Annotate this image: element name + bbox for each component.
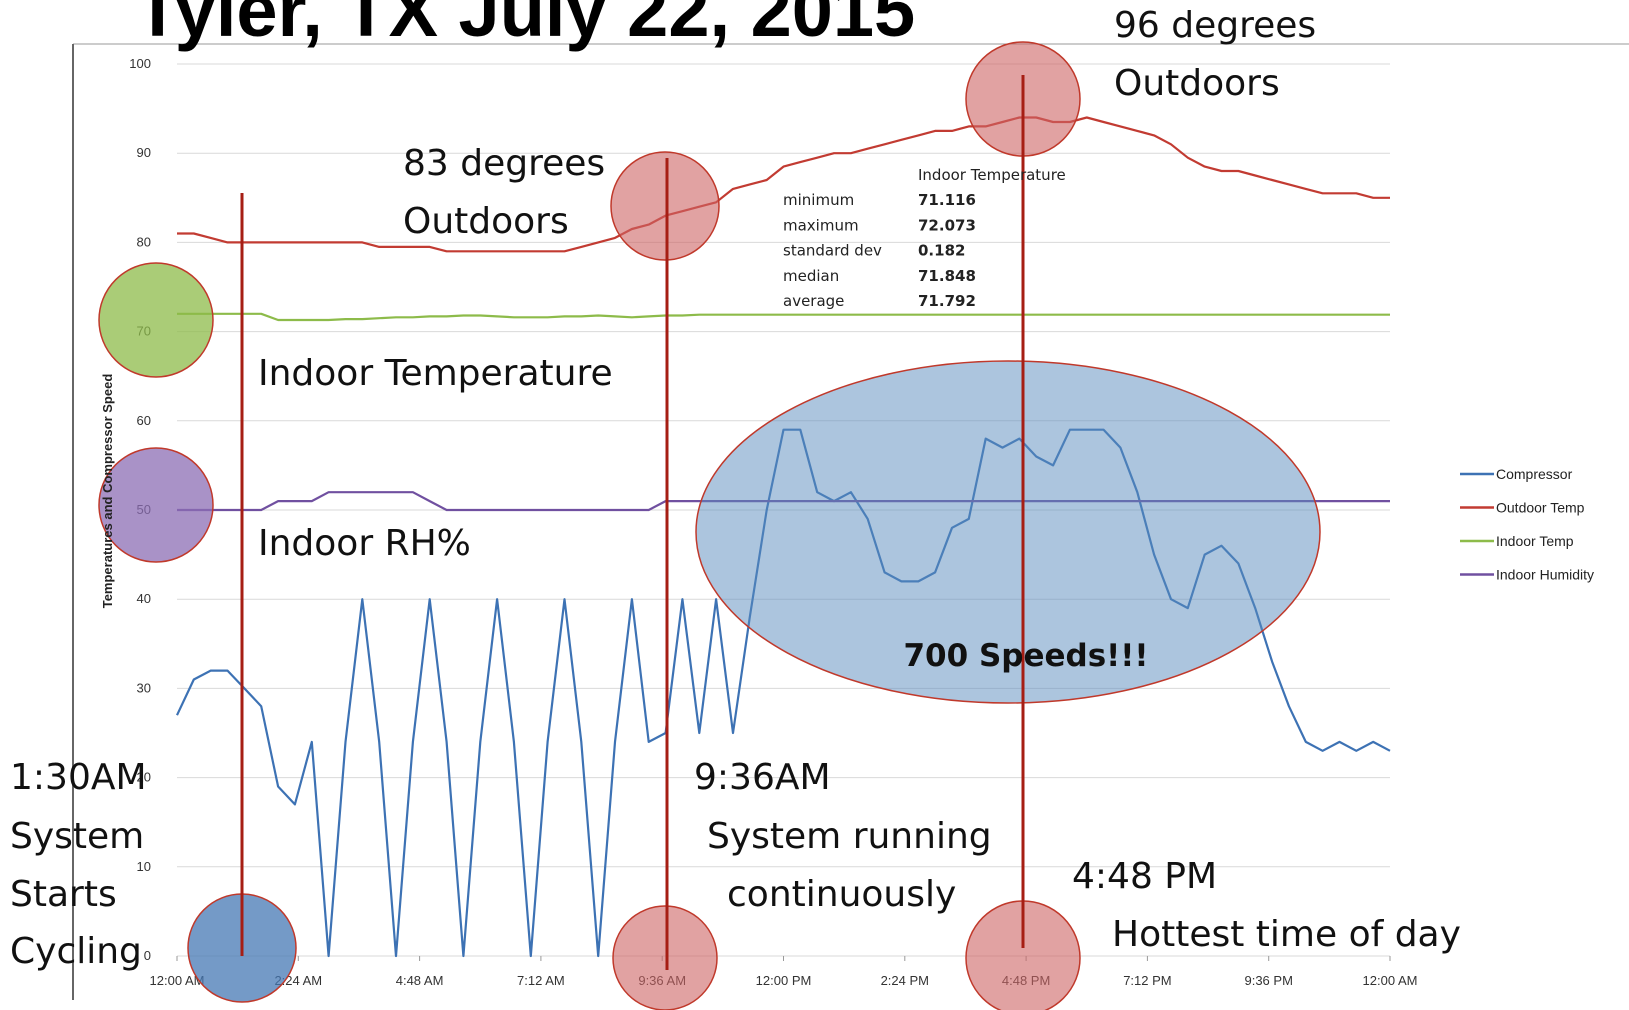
legend: Compressor Outdoor Temp Indoor Temp Indoor … [1460,466,1594,583]
x-tick-label: 7:12 PM [1123,973,1171,988]
annotation: Cycling [10,931,142,972]
legend-label: Compressor [1496,466,1573,482]
stats-table: Indoor Temperature minimum 71.116 maximum 72… [783,166,1066,310]
y-tick-label: 100 [129,56,151,71]
y-tick-label: 0 [144,948,151,963]
highlight [695,360,1321,704]
x-tick-label: 4:48 AM [396,973,444,988]
stats-label: minimum [783,191,854,209]
stats-value: 71.792 [918,292,976,310]
highlight [98,262,214,378]
stats-value: 72.073 [918,216,976,234]
stats-label: standard dev [783,242,882,260]
series-line [177,312,1390,322]
annotation: Outdoors [1114,63,1280,104]
annotation: Outdoors [403,201,569,242]
stats-value: 71.116 [918,191,976,209]
legend-label: Indoor Humidity [1496,567,1594,583]
plot-background [72,43,1629,1000]
x-tick-label: 12:00 PM [756,973,812,988]
legend-label: Indoor Temp [1496,533,1574,549]
x-tick-label: 12:00 AM [1363,973,1418,988]
stats-value: 71.848 [918,267,976,285]
highlight [98,447,214,563]
annotation: continuously [727,874,956,915]
annotation: 83 degrees [403,143,605,184]
legend-label: Outdoor Temp [1496,500,1585,516]
annotation: 1:30AM [10,757,147,798]
y-axis-label: Temperatures and Compressor Speed [100,374,115,609]
stats-value: 0.182 [918,242,965,260]
y-tick-label: 20 [137,770,151,785]
annotation: Indoor RH% [258,523,471,564]
highlight [610,151,720,261]
y-tick-label: 90 [137,145,151,160]
y-tick-label: 10 [137,859,151,874]
stats-title: Indoor Temperature [918,166,1066,184]
stats-label: average [783,292,844,310]
y-tick-label: 40 [137,591,151,606]
overlay [98,41,1321,1010]
chart-title: Tyler, TX July 22, 2015 [135,0,915,52]
stats-label: maximum [783,216,859,234]
highlight [612,905,718,1010]
annotation: Indoor Temperature [258,353,613,394]
annotation: System running [707,816,992,857]
annotation: 9:36AM [694,757,831,798]
x-tick-label: 2:24 PM [881,973,929,988]
annotation: 4:48 PM [1072,856,1217,897]
y-tick-label: 60 [137,413,151,428]
annotation: System [10,816,144,857]
annotation: 700 Speeds!!! [903,638,1148,674]
annotation: 96 degrees [1114,5,1316,46]
y-tick-label: 80 [137,234,151,249]
series-line [177,116,1390,253]
x-tick-label: 9:36 PM [1244,973,1292,988]
x-tick-label: 7:12 AM [517,973,565,988]
stats-label: median [783,267,839,285]
x-tick-label: 12:00 AM [150,973,205,988]
y-tick-label: 30 [137,680,151,695]
annotation: Hottest time of day [1112,914,1461,955]
annotation: Starts [10,874,117,915]
annotations: 96 degrees Outdoors 83 degrees Outdoors Indo… [10,5,1461,972]
